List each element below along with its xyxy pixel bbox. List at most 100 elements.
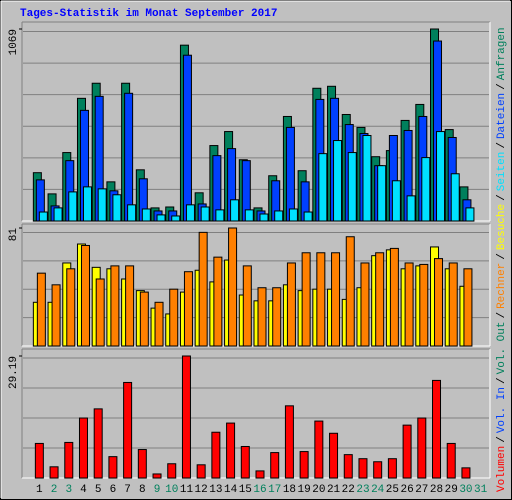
bar [242,265,252,347]
y-tick-label: 29.19 [8,356,20,389]
bar [299,451,309,479]
bar [49,466,59,479]
bar [141,208,151,222]
bar [270,452,280,479]
bar [406,195,416,222]
x-tick-label: 23 [356,484,369,496]
bar [181,355,191,479]
x-tick-label: 3 [65,484,72,496]
legend-separator: / [496,253,508,260]
bar [82,186,92,222]
bar [448,262,458,347]
bar [434,258,444,347]
bar [259,213,269,222]
chart-title: Tages-Statistik im Monat September 2017 [20,8,277,20]
bar [200,206,210,222]
x-tick-label: 27 [415,484,428,496]
bar [465,207,475,222]
bar [446,442,456,479]
x-tick-label: 8 [139,484,146,496]
x-tick-label: 18 [283,484,296,496]
bar [125,265,135,347]
bar [257,287,267,347]
legend-entry: Besuche [496,204,508,250]
x-tick-label: 29 [445,484,458,496]
bar [461,467,471,479]
bar [108,456,118,479]
bar [34,442,44,479]
legend-entry: Dateien [496,93,508,139]
legend-separator: / [496,436,508,443]
bar [93,408,103,479]
bar [97,188,107,222]
legend-entry: Volumen [496,446,508,492]
bar [450,173,460,222]
bar [345,236,355,347]
bar [137,449,147,479]
bar [139,291,149,347]
legend-entry: Rechner [496,263,508,309]
bar [333,140,343,222]
bar [316,252,326,347]
x-tick-label: 19 [298,484,311,496]
x-tick-label: 15 [239,484,252,496]
bar [377,165,387,222]
x-tick-label: 20 [312,484,325,496]
x-tick-label: 1 [36,484,43,496]
bar [38,211,48,222]
bar [314,420,324,479]
bar [196,464,206,479]
x-tick-label: 24 [371,484,385,496]
x-tick-label: 4 [80,484,87,496]
bar [215,209,225,222]
bar [255,470,265,479]
legend-separator: / [496,142,508,149]
x-tick-label: 30 [459,484,472,496]
bar [387,458,397,479]
bar [436,131,446,222]
bar [240,445,250,479]
legend-entry: Seiten [496,152,508,192]
bar [360,262,370,347]
bar [171,215,181,222]
bar [124,92,134,222]
bar [169,288,179,347]
bar [375,252,385,347]
bar [53,207,63,222]
x-tick-label: 10 [165,484,178,496]
bar [36,272,46,347]
bar [152,473,162,479]
bar [373,461,383,479]
bar [329,432,339,479]
bar [417,417,427,479]
bar [95,278,105,347]
bar [123,381,133,479]
bar [463,268,473,347]
legend-separator: / [496,194,508,201]
bar [64,441,74,479]
bar [167,463,177,479]
bar [80,244,90,347]
x-tick-label: 6 [110,484,117,496]
x-tick-label: 25 [386,484,399,496]
bar [213,256,223,347]
bar [421,157,431,222]
bar [419,263,429,347]
legend: Volumen / Vol. In / Vol. Out / Rechner / Besuche… [496,27,508,492]
x-tick-label: 17 [268,484,281,496]
bar [68,191,78,222]
bar [230,199,240,222]
bar [389,247,399,347]
bar [284,405,294,479]
x-tick-label: 9 [154,484,161,496]
bar [51,284,61,347]
bar [226,422,236,479]
bar [301,252,311,347]
bar [288,208,298,222]
x-tick-label: 12 [195,484,208,496]
bar [343,454,353,479]
bar [228,227,238,347]
bar [402,424,412,479]
bar [318,153,328,222]
bar [112,194,122,222]
